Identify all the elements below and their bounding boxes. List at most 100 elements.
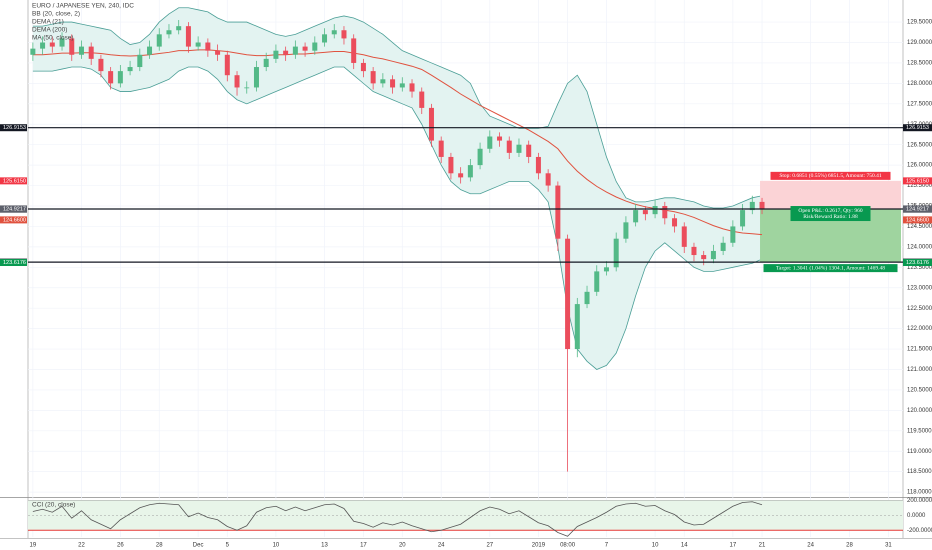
pnl-bg [790, 206, 871, 222]
cci-tick-label: 0.0000 [907, 513, 926, 519]
y-tick-label: 128.0000 [907, 81, 932, 87]
candle-body [40, 42, 46, 49]
y-tick-label: 119.0000 [907, 449, 932, 455]
x-tick-label: Dec [193, 543, 204, 549]
price-label-right: 124.6600 [906, 217, 929, 223]
candle-body [283, 50, 289, 55]
x-tick-label: 28 [846, 543, 853, 549]
x-tick-label: 28 [156, 543, 163, 549]
x-tick-label: 22 [78, 543, 85, 549]
price-label-bg-right [903, 177, 932, 185]
candle-body [749, 201, 755, 211]
bb-fill [32, 7, 763, 370]
candle-body [351, 38, 357, 63]
candle-body [662, 205, 668, 219]
y-tick-label: 124.0000 [907, 244, 932, 250]
candle-body [117, 71, 123, 84]
legend-indicator: DEMA (21) [32, 19, 64, 26]
candle-body [156, 34, 162, 47]
candle-body [506, 140, 512, 153]
x-tick-label: 10 [273, 543, 280, 549]
x-tick-label: 7 [605, 543, 609, 549]
y-tick-label: 121.0000 [907, 367, 932, 373]
y-tick-label: 121.5000 [907, 347, 932, 353]
price-label-right: 126.9153 [906, 125, 929, 131]
price-label-left: 124.6600 [3, 217, 26, 223]
x-tick-label: 21 [759, 543, 766, 549]
candle-body [458, 173, 464, 178]
price-label-right: 125.6150 [906, 178, 929, 184]
x-tick-label: 20 [399, 543, 406, 549]
x-tick-label: 26 [117, 543, 124, 549]
stop-zone [760, 180, 901, 210]
candle-body [88, 46, 94, 59]
price-label-right: 124.9217 [906, 207, 929, 213]
candle-body [49, 42, 55, 47]
candle-body [565, 238, 571, 350]
x-tick-label: 17 [360, 543, 367, 549]
candle-body [127, 67, 133, 72]
candle-body [438, 140, 444, 157]
cci-tick-label: -200.0000 [907, 528, 932, 534]
price-label-left: 125.6150 [3, 178, 26, 184]
price-label-left: 124.9217 [3, 207, 26, 213]
price-label-left: 123.6176 [3, 260, 26, 266]
candle-body [419, 91, 425, 108]
price-label-bg-left [0, 177, 27, 185]
price-label-bg-left [0, 124, 27, 132]
candle-body [185, 26, 191, 47]
cci-line [32, 501, 763, 537]
candle-body [448, 156, 454, 174]
stop-label: Stop: 0.6851 (0.55%) 6851.5, Amount: 750… [779, 172, 882, 179]
rr-label: Risk/Reward Ratio: 1.88 [803, 214, 858, 220]
x-tick-label: 31 [885, 543, 892, 549]
cci-name: CCI (20, close) [32, 502, 75, 509]
candle-body [642, 210, 648, 215]
candle-body [428, 107, 434, 141]
candle-body [691, 246, 697, 256]
target-label: Target: 1.3041 (1.04%) 1304.1, Amount: 1… [776, 264, 885, 271]
x-tick-label: 24 [438, 543, 445, 549]
candle-body [613, 238, 619, 268]
price-label-bg-right [903, 216, 932, 224]
candle-body [215, 50, 221, 55]
candle-body [108, 71, 114, 84]
candle-body [526, 144, 532, 157]
candle-body [497, 136, 503, 141]
y-tick-label: 129.5000 [907, 20, 932, 26]
candle-body [633, 210, 639, 223]
y-tick-label: 126.5000 [907, 142, 932, 148]
candle-body [98, 58, 104, 72]
candle-body [380, 79, 386, 84]
y-tick-label: 120.0000 [907, 408, 932, 414]
candle-body [710, 250, 716, 260]
candle-body [467, 165, 473, 178]
candle-body [244, 87, 250, 89]
candle-body [672, 218, 678, 227]
price-label-bg-left [0, 258, 27, 266]
candle-body [584, 291, 590, 305]
x-tick-label: 19 [30, 543, 37, 549]
candle-body [720, 242, 726, 251]
candle-body [195, 42, 201, 47]
candle-body [487, 136, 493, 149]
candle-body [740, 210, 746, 227]
candle-body [166, 30, 172, 35]
candle-body [312, 42, 318, 51]
candle-body [69, 38, 75, 55]
candle-body [331, 30, 337, 35]
y-tick-label: 118.5000 [907, 469, 932, 475]
bb-lower [32, 66, 763, 370]
ma-line [32, 49, 763, 236]
legend-ma: MA (50, close) [32, 35, 74, 42]
price-label-bg-right [903, 205, 932, 213]
candle-body [701, 255, 707, 260]
candle-body [390, 79, 396, 88]
x-tick-label: 10 [652, 543, 659, 549]
x-tick-label: 08:00 [560, 543, 576, 549]
candle-body [516, 144, 522, 153]
legend-bb: BB (20, close, 2) [32, 11, 80, 18]
candle-body [273, 50, 279, 59]
bb-upper [32, 7, 763, 209]
